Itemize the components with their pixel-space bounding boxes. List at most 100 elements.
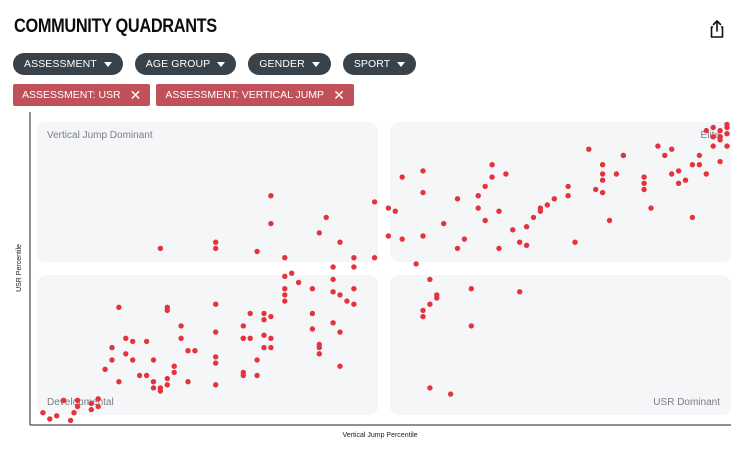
data-point[interactable] [123,351,129,357]
data-point[interactable] [295,279,302,286]
data-point[interactable] [247,310,253,317]
data-point[interactable] [599,189,606,196]
remove-chip-icon[interactable]: ✕ [333,87,345,103]
data-point[interactable] [88,400,95,407]
data-point[interactable] [136,372,143,379]
data-point[interactable] [95,403,101,410]
data-point[interactable] [157,245,164,252]
data-point[interactable] [316,344,322,351]
data-point[interactable] [641,174,647,180]
data-point[interactable] [337,363,343,369]
data-point[interactable] [606,217,613,224]
data-point[interactable] [482,183,488,190]
data-point[interactable] [261,344,267,351]
data-point[interactable] [523,224,530,230]
data-point[interactable] [240,335,246,341]
data-point[interactable] [717,127,723,134]
data-point[interactable] [475,193,481,199]
data-point[interactable] [620,152,627,159]
data-point[interactable] [74,397,81,403]
assessment-filter-dropdown[interactable]: ASSESSMENT [13,53,123,75]
data-point[interactable] [240,323,246,329]
data-point[interactable] [309,310,316,317]
data-point[interactable] [517,289,523,295]
data-point[interactable] [157,385,164,391]
data-point[interactable] [337,239,343,245]
data-point[interactable] [641,180,647,186]
data-point[interactable] [109,357,115,363]
data-point[interactable] [530,214,537,221]
data-point[interactable] [696,162,703,168]
data-point[interactable] [565,193,571,199]
data-point[interactable] [309,286,316,292]
data-point[interactable] [434,295,440,301]
data-point[interactable] [717,158,723,165]
data-point[interactable] [593,186,599,193]
data-point[interactable] [337,329,343,335]
data-point[interactable] [268,193,274,199]
data-point[interactable] [213,382,219,388]
data-point[interactable] [164,382,170,388]
data-point[interactable] [675,180,682,186]
data-point[interactable] [351,301,357,307]
data-point[interactable] [717,134,723,140]
data-point[interactable] [517,239,523,245]
data-point[interactable] [461,236,468,242]
data-point[interactable] [164,375,170,382]
data-point[interactable] [420,313,426,320]
data-point[interactable] [71,410,77,416]
data-point[interactable] [399,174,405,180]
data-point[interactable] [178,323,184,329]
data-point[interactable] [150,385,157,391]
data-point[interactable] [696,152,703,159]
data-point[interactable] [475,205,481,211]
data-point[interactable] [185,348,191,354]
data-point[interactable] [641,186,647,193]
data-point[interactable] [254,248,260,255]
data-point[interactable] [323,214,329,221]
data-point[interactable] [454,245,461,252]
data-point[interactable] [599,162,606,168]
data-point[interactable] [427,385,433,391]
data-point[interactable] [254,372,260,379]
data-point[interactable] [268,335,274,341]
data-point[interactable] [47,416,53,422]
gender-filter-dropdown[interactable]: GENDER [248,53,331,75]
data-point[interactable] [613,171,620,177]
data-point[interactable] [489,174,495,180]
data-point[interactable] [669,171,675,177]
data-point[interactable] [330,276,336,283]
data-point[interactable] [150,357,157,363]
data-point[interactable] [185,379,191,385]
data-point[interactable] [344,298,350,304]
data-point[interactable] [164,307,170,314]
data-point[interactable] [192,348,198,354]
data-point[interactable] [60,397,67,403]
data-point[interactable] [261,332,267,338]
data-point[interactable] [447,391,454,397]
data-point[interactable] [413,261,419,267]
data-point[interactable] [261,310,267,317]
data-point[interactable] [88,406,95,413]
data-point[interactable] [675,168,682,174]
sport-filter-dropdown[interactable]: SPORT [342,53,417,75]
data-point[interactable] [268,344,274,351]
data-point[interactable] [496,208,502,214]
data-point[interactable] [565,183,571,190]
data-point[interactable] [102,366,108,372]
data-point[interactable] [40,410,46,416]
data-point[interactable] [289,270,295,276]
data-point[interactable] [468,323,474,329]
data-point[interactable] [171,363,177,369]
data-point[interactable] [420,307,426,314]
data-point[interactable] [150,379,157,385]
data-point[interactable] [441,220,447,227]
data-point[interactable] [392,208,398,214]
data-point[interactable] [54,413,60,419]
data-point[interactable] [689,162,696,168]
data-point[interactable] [572,239,578,245]
data-point[interactable] [351,286,357,292]
data-point[interactable] [254,357,260,363]
data-point[interactable] [337,292,343,298]
data-point[interactable] [510,227,516,233]
